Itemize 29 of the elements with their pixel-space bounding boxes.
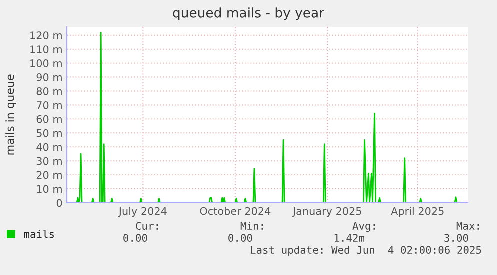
text: 0.00 xyxy=(228,234,252,242)
y-axis-title: mails in queue xyxy=(6,74,16,155)
text: 0.00 xyxy=(124,234,148,242)
legend-label: mails xyxy=(24,230,54,238)
y-tick-label: 80 m xyxy=(36,87,62,96)
text: Last update: Wed Jun 4 02:00:06 2025 xyxy=(251,246,482,256)
text: Cur: xyxy=(136,222,158,230)
x-tick-label: July 2024 xyxy=(118,207,167,218)
y-tick-label: 10 m xyxy=(37,185,62,194)
y-tick-label: 60 m xyxy=(36,115,62,124)
x-tick-label: January 2025 xyxy=(292,207,362,218)
text: 3.00 xyxy=(444,234,468,242)
y-tick-label: 100 m xyxy=(30,60,62,68)
y-tick-label: 120 m xyxy=(30,32,62,40)
y-tick-label: 70 m xyxy=(36,101,62,110)
y-tick-label: 30 m xyxy=(36,157,62,166)
text: Max: xyxy=(456,222,480,230)
y-tick-label: 20 m xyxy=(36,171,62,180)
y-tick-label: 40 m xyxy=(36,143,62,152)
text: Min: xyxy=(240,222,264,230)
y-tick-label: 50 m xyxy=(36,129,62,138)
y-tick-label: 90 m xyxy=(36,74,62,82)
text: Avg: xyxy=(352,222,376,232)
x-tick-label: April 2025 xyxy=(391,207,444,218)
y-tick-label: 110 m xyxy=(30,46,62,54)
x-tick-label: October 2024 xyxy=(200,207,271,216)
chart-title: queued mails - by year xyxy=(173,8,325,20)
y-tick-label: 0 xyxy=(56,199,62,208)
text: 1.42m xyxy=(334,234,365,242)
